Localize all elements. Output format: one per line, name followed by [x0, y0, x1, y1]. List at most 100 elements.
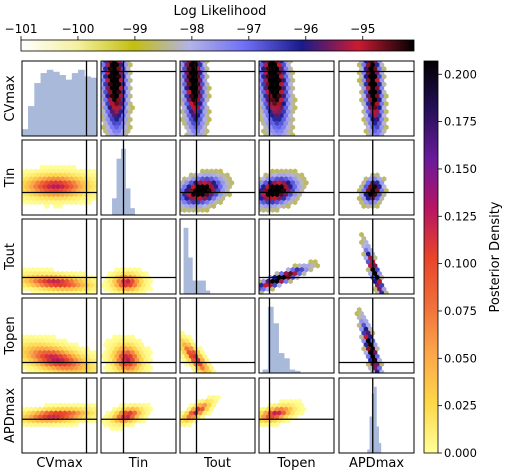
panel-frame	[338, 218, 415, 295]
pd-tick-label: 0.000	[444, 446, 477, 460]
histogram-bar	[116, 158, 122, 215]
histogram-bar	[53, 71, 60, 136]
panel-frame	[338, 139, 415, 216]
histogram-bar	[28, 106, 35, 136]
panel-frame	[338, 60, 415, 137]
pd-tick-label: 0.050	[444, 351, 477, 365]
panel-tin-topen	[258, 139, 335, 216]
panel-frame	[179, 297, 256, 374]
panel-frame	[179, 377, 256, 454]
panel-frame	[21, 60, 98, 137]
y-axis-label-topen: Topen	[3, 316, 18, 355]
histogram-bar	[369, 416, 373, 453]
histogram-bar	[283, 358, 290, 373]
panel-frame	[258, 218, 335, 295]
panel-frame	[258, 377, 335, 454]
panel-frame	[179, 139, 256, 216]
y-axis-label-tout: Tout	[3, 243, 18, 271]
panel-frame	[21, 377, 98, 454]
panel-apdmax-topen	[258, 377, 335, 454]
panel-tin-apdmax	[338, 139, 415, 216]
panel-frame	[100, 218, 177, 295]
panel-cvmax-topen	[258, 60, 335, 137]
ll-tick-label: −95	[350, 22, 375, 36]
panel-tin-tout	[179, 139, 256, 216]
panel-frame	[100, 139, 177, 216]
panel-frame	[258, 60, 335, 137]
panel-tout-cvmax	[21, 218, 98, 295]
histogram-bar	[46, 69, 54, 136]
panel-cvmax-cvmax	[21, 60, 98, 137]
panel-frame	[21, 218, 98, 295]
x-axis-label-tin: Tin	[128, 456, 148, 471]
panel-topen-tin	[100, 297, 177, 374]
ll-tick-label: −96	[293, 22, 318, 36]
log-likelihood-ticks: −101 −100 −99 −98 −97 −96 −95	[5, 22, 375, 40]
panel-apdmax-tout	[179, 377, 256, 454]
log-likelihood-label: Log Likelihood	[174, 4, 267, 19]
panel-tout-topen	[258, 218, 335, 295]
histogram-bar	[273, 323, 280, 373]
panel-tout-apdmax	[338, 218, 415, 295]
x-axis-label-apdmax: APDmax	[349, 456, 404, 471]
panel-tout-tin	[100, 218, 177, 295]
panel-frame	[179, 60, 256, 137]
panel-frame	[21, 139, 98, 216]
panel-frame	[258, 297, 335, 374]
panel-topen-topen	[258, 297, 335, 374]
histogram-bar	[78, 69, 85, 136]
y-axis-label-apdmax: APDmax	[3, 388, 18, 443]
ll-tick-label: −100	[61, 22, 94, 36]
panel-frame	[179, 218, 256, 295]
histogram-bar	[22, 129, 29, 136]
pd-tick-label: 0.175	[444, 115, 477, 129]
panel-frame	[100, 297, 177, 374]
histogram-bar	[278, 353, 285, 373]
panel-tout-tout	[179, 218, 256, 295]
posterior-density-colorbar: 0.000 0.025 0.050 0.075 0.100 0.125 0.150 0.175…	[423, 60, 503, 460]
histogram-bar	[374, 386, 377, 453]
panel-frame	[338, 297, 415, 374]
pd-tick-label: 0.200	[444, 67, 477, 81]
pd-tick-label: 0.150	[444, 162, 477, 176]
panel-topen-tout	[179, 297, 256, 374]
x-axis-label-cvmax: CVmax	[36, 456, 83, 471]
histogram-bar	[112, 198, 117, 215]
pd-tick-label: 0.075	[444, 304, 477, 318]
y-axis-label-tin: Tin	[3, 168, 18, 188]
ll-tick-label: −101	[5, 22, 38, 36]
log-likelihood-colorbar-bar	[20, 39, 415, 52]
panel-topen-apdmax	[338, 297, 415, 374]
histogram-bar	[84, 76, 91, 136]
ll-tick-label: −99	[122, 22, 147, 36]
histogram-bar	[90, 77, 97, 136]
ll-tick-label: −98	[179, 22, 204, 36]
panel-topen-cvmax	[21, 297, 98, 374]
panel-tin-cvmax	[21, 139, 98, 216]
pd-tick-label: 0.125	[444, 209, 477, 223]
panel-grid	[21, 60, 415, 454]
panel-cvmax-tin	[100, 60, 177, 137]
panel-apdmax-cvmax	[21, 377, 98, 454]
histogram-bar	[378, 442, 382, 453]
panel-apdmax-apdmax	[338, 377, 415, 454]
pd-tick-label: 0.025	[444, 399, 477, 413]
posterior-density-ticks: 0.000 0.025 0.050 0.075 0.100 0.125 0.150 0.175…	[438, 67, 477, 460]
histogram-bar	[71, 73, 79, 136]
x-axis-label-tout: Tout	[203, 456, 231, 471]
y-axis-label-cvmax: CVmax	[3, 75, 18, 122]
histogram-bar	[201, 280, 206, 294]
pd-tick-label: 0.100	[444, 257, 477, 271]
histogram-bar	[40, 73, 48, 136]
histogram-bar	[59, 75, 66, 136]
histogram-bar	[130, 208, 135, 215]
log-likelihood-colorbar: Log Likelihood −101 −100 −99 −98 −97 −96 −95	[5, 4, 415, 52]
histogram-bar	[34, 83, 41, 136]
panel-frame	[100, 60, 177, 137]
posterior-density-colorbar-bar	[423, 60, 439, 454]
panel-frame	[338, 377, 415, 454]
histogram-bar	[65, 79, 73, 136]
histogram-bar	[183, 227, 189, 294]
posterior-density-label: Posterior Density	[488, 201, 503, 312]
